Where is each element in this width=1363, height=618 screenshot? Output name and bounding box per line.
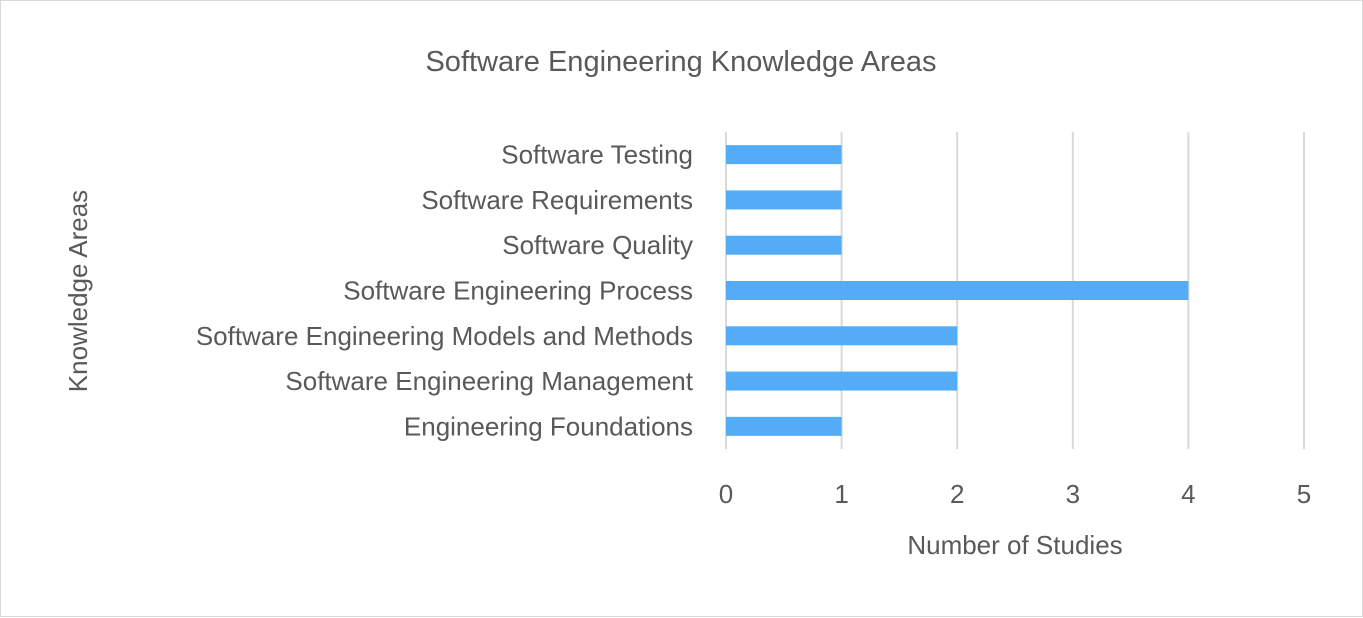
category-label-4: Software Engineering Models and Methods [196,321,693,351]
category-label-3: Software Engineering Process [343,276,693,306]
bar-3 [726,281,1189,300]
category-label-1: Software Requirements [421,185,693,215]
bar-2 [726,235,842,255]
category-label-2: Software Quality [502,230,693,260]
x-axis-label: Number of Studies [907,530,1122,560]
x-tick-label-2: 2 [950,479,964,509]
x-tick-label-5: 5 [1297,479,1311,509]
bar-5 [726,371,958,391]
y-axis-label: Knowledge Areas [63,190,93,392]
bars [726,145,1189,436]
x-tick-label-3: 3 [1066,479,1080,509]
bar-4 [726,326,958,346]
x-tick-labels: 0 1 2 3 4 5 [719,479,1311,509]
chart-title: Software Engineering Knowledge Areas [425,46,936,78]
bar-1 [726,190,842,210]
x-tick-label-0: 0 [719,479,733,509]
x-tick-label-4: 4 [1181,479,1195,509]
bar-6 [726,416,842,436]
category-label-0: Software Testing [501,140,693,170]
x-tick-label-1: 1 [834,479,848,509]
category-label-6: Engineering Foundations [404,411,693,441]
bar-0 [726,145,842,165]
category-label-5: Software Engineering Management [285,366,693,396]
category-labels: Software Testing Software Requirements Sof… [196,140,694,442]
